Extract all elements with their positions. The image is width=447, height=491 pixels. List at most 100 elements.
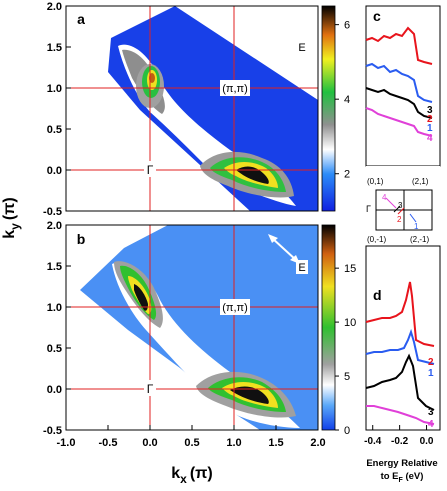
inset-label-gamma: Γ — [366, 204, 371, 214]
colorbar-b-tick-label: 0 — [344, 425, 350, 437]
panel-a-e-arrowhead-1 — [268, 14, 278, 23]
colorbar-a-tick-label: 4 — [344, 94, 350, 106]
panel-b: -0.50.00.51.01.52.0 -1.0 -0.5 0.0 0.5 1.0 1.5… — [43, 220, 326, 449]
x-axis-label-sub: x — [180, 472, 187, 486]
inset-cut-3 — [393, 205, 401, 213]
colorbar-a-ticks: 2 4 6 — [335, 20, 350, 181]
colorbar-a-tick-label: 6 — [344, 20, 350, 32]
panel-b-xtick-label: 0.5 — [184, 437, 199, 449]
panel-a-pipi-label: (π,π) — [222, 83, 248, 95]
panel-a-ytick-label: 0.0 — [47, 165, 62, 177]
panel-d-tag-4: 4 — [428, 419, 434, 430]
panel-a-ytick-label: 1.5 — [47, 42, 62, 54]
y-axis-label-unit: (π) — [1, 197, 18, 220]
panel-b-hotspot-upper-core — [134, 284, 148, 311]
colorbar-b-tick-label: 10 — [344, 317, 356, 329]
panel-a-ytick-label: 2.0 — [47, 1, 62, 13]
panel-a-gamma-label: Γ — [147, 163, 154, 177]
inset-cut-1 — [409, 213, 417, 223]
colorbar-b: 0 5 10 15 — [321, 224, 356, 437]
panel-c-tag-2: 2 — [427, 114, 433, 125]
y-axis-label: ky (π) — [1, 197, 22, 239]
inset-cut-4 — [385, 197, 397, 209]
panel-c-tag-3: 3 — [427, 105, 433, 116]
inset-bz: (0,1) (2,1) (0,-1) (2,-1) Γ 4 3 2 1 — [366, 166, 440, 246]
y-axis-label-main: k — [1, 230, 18, 239]
panel-d-xlabel-to: to E — [381, 471, 399, 482]
inset-bg — [366, 166, 440, 246]
panel-b-e-label: E — [298, 262, 305, 274]
panel-b-pipi-label: (π,π) — [222, 302, 248, 314]
panel-a-e-label: E — [298, 42, 305, 54]
panel-b-xtick-label: 2.0 — [310, 437, 325, 449]
panel-b-hotspot-lower-core — [230, 386, 269, 404]
panel-d-tag-3: 3 — [428, 407, 434, 418]
inset-cut-label-4: 4 — [382, 193, 387, 202]
inset-label-0m1: (0,-1) — [367, 235, 386, 244]
panel-b-ytick-label: 0.0 — [47, 384, 62, 396]
panel-c-label: c — [373, 8, 381, 24]
panel-c: c 2 1 3 4 — [365, 5, 441, 167]
panel-a-ytick-label: 0.5 — [47, 124, 62, 136]
panel-b-xtick-label: 0.0 — [142, 437, 157, 449]
panel-d-xtick-label: -0.2 — [391, 436, 409, 447]
panel-c-series-4 — [365, 107, 433, 137]
panel-d-xtick-label: -0.4 — [364, 436, 382, 447]
panel-a-label: a — [77, 11, 85, 27]
panel-a-ytick-label: 1.0 — [47, 83, 62, 95]
panel-d-series-1 — [365, 328, 435, 365]
panel-d-xticks: -0.4 -0.2 0.0 — [364, 425, 434, 447]
panel-c-series-1 — [365, 62, 433, 103]
panel-d-label: d — [373, 287, 382, 303]
inset-label-21: (2,1) — [412, 177, 429, 186]
panel-d-xlabel-line1: Energy Relative — [366, 458, 437, 469]
panel-c-tag-1: 1 — [427, 123, 433, 134]
panel-b-gamma-bg — [144, 380, 156, 396]
panel-a-yticks: -0.5 0.0 0.5 1.0 1.5 2.0 — [43, 1, 71, 218]
panel-a-ytick-label: -0.5 — [43, 206, 62, 218]
panel-a: -0.5 0.0 0.5 1.0 1.5 2.0 a (π,π) Γ E — [43, 1, 319, 218]
panel-a-pipi-bg — [220, 80, 250, 96]
panel-b-xticks: -1.0 -0.5 0.0 0.5 1.0 1.5 2.0 — [57, 425, 326, 449]
y-axis-label-text: ky (π) — [1, 197, 22, 239]
panel-d-xlabel-sub: F — [399, 477, 404, 484]
colorbar-a: 2 4 6 — [321, 5, 350, 212]
colorbar-b-tick-label: 15 — [344, 263, 356, 275]
panel-a-e-bg — [296, 40, 308, 54]
panel-b-e-arrow — [271, 237, 297, 261]
inset-label-2m1: (2,-1) — [410, 235, 429, 244]
colorbar-b-ticks: 0 5 10 15 — [335, 263, 356, 437]
panel-b-ytick-label: 1.0 — [47, 302, 62, 314]
panel-b-gamma-label: Γ — [147, 382, 154, 396]
inset-cut-label-2: 2 — [397, 215, 402, 224]
panel-b-ytick-label: 2.0 — [47, 220, 62, 232]
x-axis-label-unit: (π) — [190, 465, 213, 482]
panel-d-series-2 — [365, 281, 435, 347]
y-axis-label-sub: y — [8, 223, 22, 230]
x-axis-label-main: k — [171, 465, 180, 482]
panel-b-ytick-label: 0.5 — [47, 343, 62, 355]
x-axis-label: kx (π) — [171, 465, 213, 486]
panel-d-tag-1: 1 — [428, 368, 434, 379]
panel-d-series-3 — [365, 353, 435, 411]
panel-d-series-4 — [366, 405, 435, 425]
panel-b-e-bg — [296, 260, 308, 274]
panel-b-xtick-label: -1.0 — [57, 437, 76, 449]
panel-a-frame — [65, 5, 319, 212]
panel-b-pipi-bg — [220, 299, 250, 315]
colorbar-a-gradient — [321, 5, 336, 212]
panel-a-hotspot-lower-core — [236, 166, 269, 184]
panel-c-frame — [365, 5, 441, 167]
inset-cut-label-1: 1 — [414, 222, 419, 231]
inset-label-01: (0,1) — [367, 177, 384, 186]
panel-d: d 2 1 3 4 -0.4 -0.2 0.0 Energy Relative to… — [364, 245, 441, 484]
panel-b-xtick-label: 1.0 — [226, 437, 241, 449]
panel-b-e-arrowhead-1 — [268, 234, 278, 243]
inset-cut-label-3: 3 — [398, 201, 403, 210]
x-axis-label-text: kx (π) — [171, 465, 213, 486]
colorbar-b-tick-label: 5 — [344, 371, 350, 383]
panel-b-xtick-label: -0.5 — [99, 437, 118, 449]
panel-a-gamma-bg — [144, 161, 156, 177]
colorbar-a-tick-label: 2 — [344, 169, 350, 181]
